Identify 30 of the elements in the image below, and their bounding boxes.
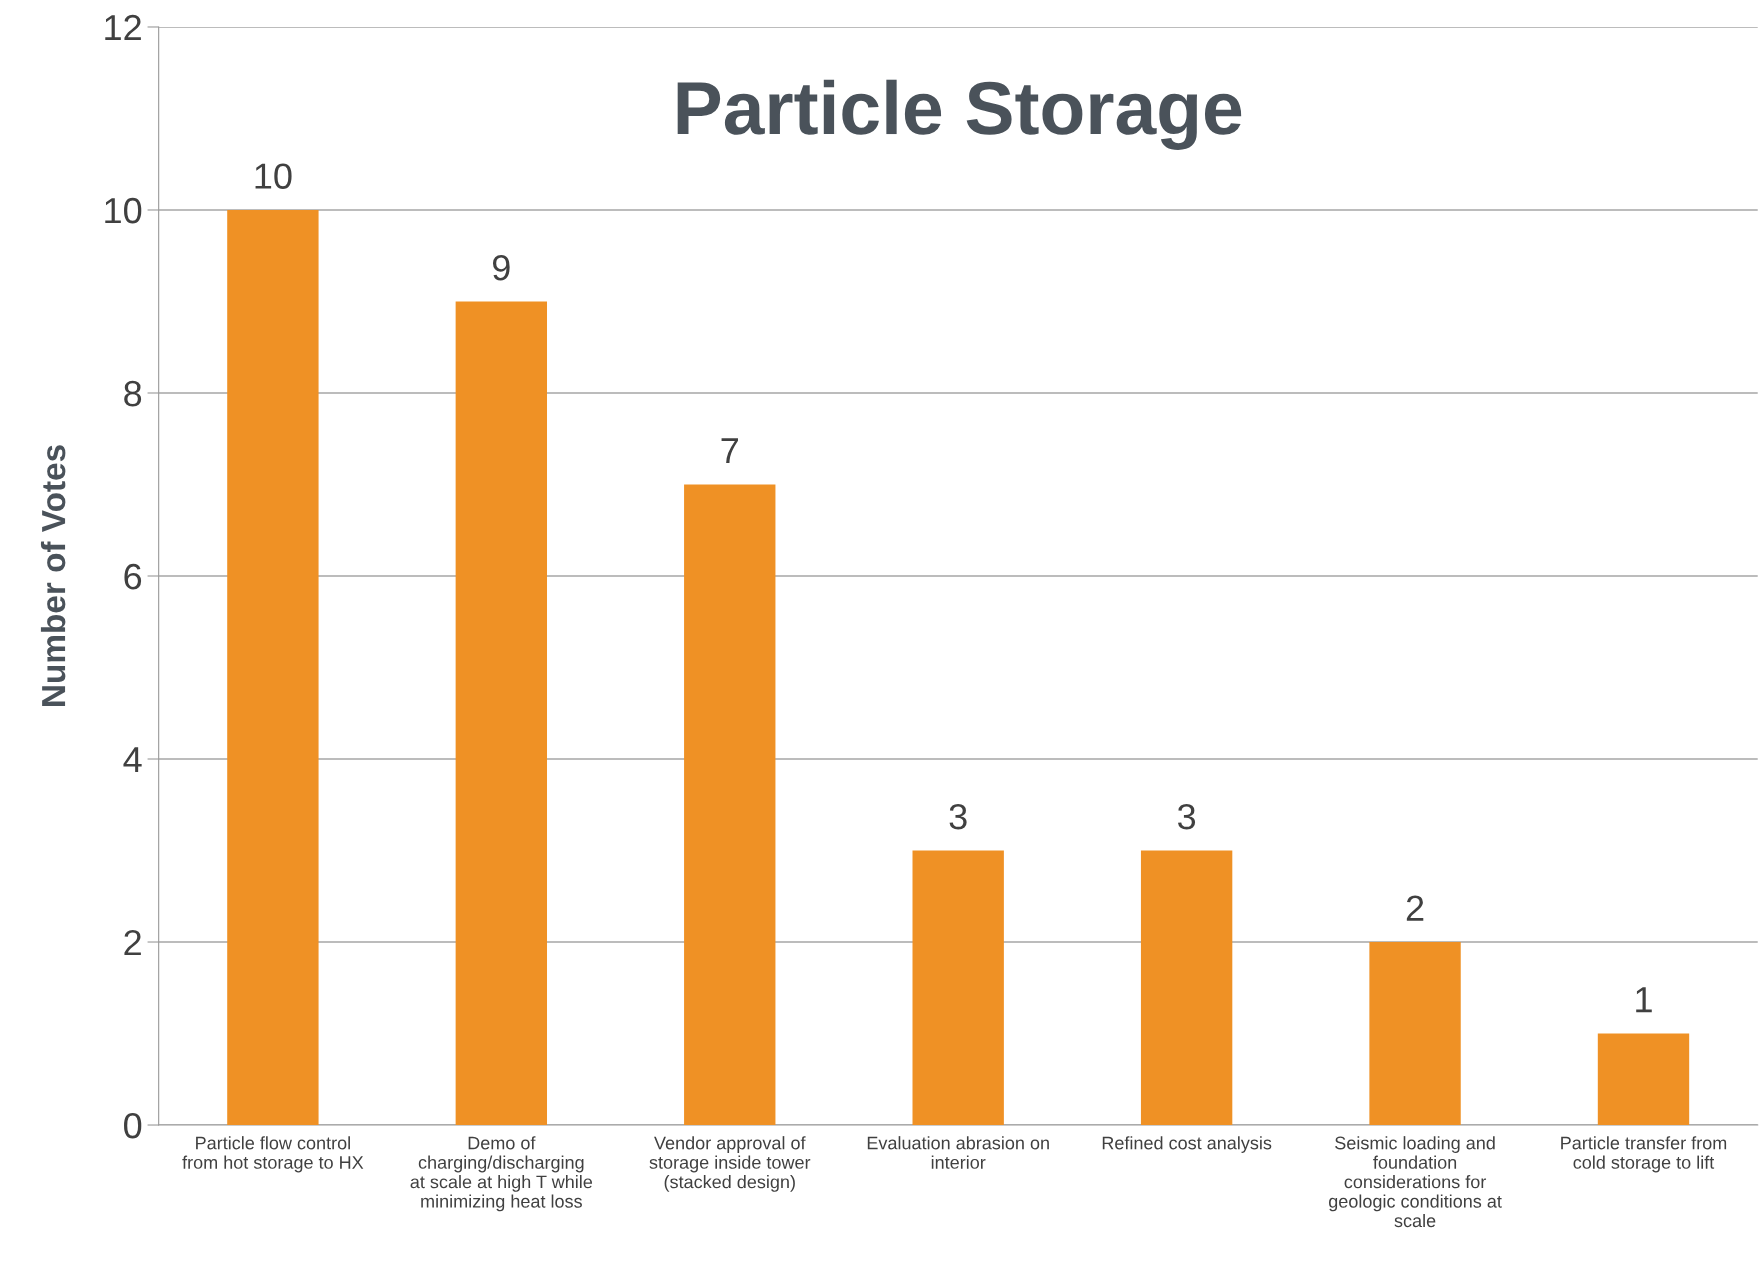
x-tick-label: Refined cost analysis bbox=[1102, 1136, 1272, 1153]
x-tick-label: Vendor approval of storage inside tower (stacked design) bbox=[649, 1136, 811, 1192]
x-tick-label: Demo of charging/discharging at scale at high T while minimizing heat loss bbox=[410, 1136, 593, 1212]
data-label: 1 bbox=[1636, 987, 1652, 1013]
y-tick-label: 2 bbox=[124, 929, 141, 956]
bar bbox=[1140, 850, 1233, 1126]
y-tick-label: 0 bbox=[124, 1112, 142, 1139]
y-tick-label: 12 bbox=[105, 14, 141, 41]
data-label: 2 bbox=[1406, 895, 1424, 921]
y-axis-title: Number of Votes bbox=[40, 445, 66, 706]
y-tick-label: 8 bbox=[124, 380, 142, 407]
data-label: 9 bbox=[492, 254, 510, 281]
data-label: 7 bbox=[721, 438, 738, 464]
x-tick-label: Particle transfer from cold storage to lift bbox=[1561, 1136, 1727, 1173]
bar bbox=[227, 209, 319, 1126]
text: Particle Storage bbox=[677, 79, 1242, 150]
bar bbox=[1369, 942, 1461, 1126]
bar bbox=[912, 850, 1004, 1126]
y-tick-label: 6 bbox=[124, 563, 142, 590]
y-tick-label: 4 bbox=[123, 747, 142, 773]
bar bbox=[1597, 1033, 1690, 1126]
x-tick-label: Particle flow control from hot storage to HX bbox=[182, 1136, 364, 1173]
data-label: 3 bbox=[949, 803, 967, 830]
x-tick-label: Seismic loading and foundation considerations for geologic conditions at scale bbox=[1329, 1136, 1502, 1228]
data-label: 10 bbox=[255, 163, 292, 189]
bar bbox=[455, 301, 548, 1126]
y-tick-label: 10 bbox=[105, 197, 142, 224]
x-tick-label: Evaluation abrasion on interior bbox=[867, 1136, 1049, 1169]
data-label: 3 bbox=[1177, 803, 1196, 830]
bar bbox=[684, 484, 776, 1126]
